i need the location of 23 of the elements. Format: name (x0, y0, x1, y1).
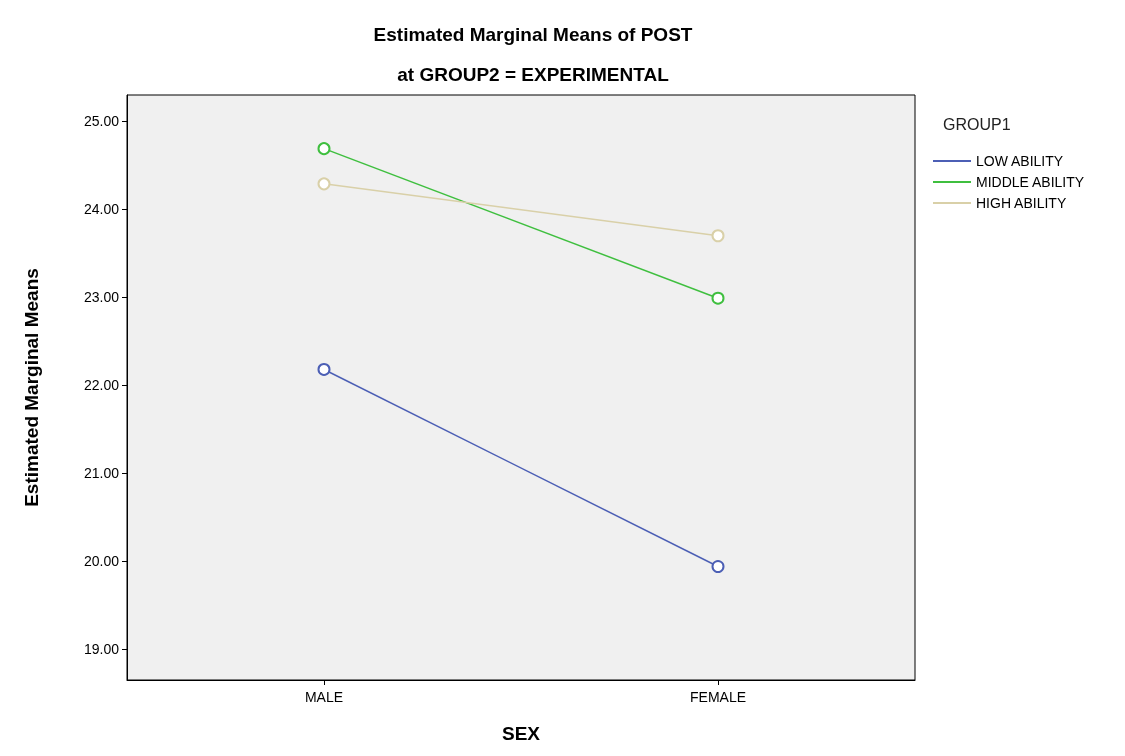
legend-title: GROUP1 (943, 115, 1011, 133)
point (711, 291, 725, 305)
point (711, 229, 725, 243)
point (317, 142, 331, 156)
chart-title: Estimated Marginal Means of POST (373, 24, 693, 45)
legend-label: HIGH ABILITY (976, 195, 1067, 211)
x-tick-label: MALE (304, 689, 344, 705)
y-tick-label: 23.00 (83, 289, 120, 306)
x-tick-label: FEMALE (689, 689, 747, 705)
y-tick-label: 20.00 (83, 553, 120, 570)
point (317, 177, 331, 191)
y-tick-label: 19.00 (83, 641, 120, 658)
y-tick-label: 22.00 (83, 377, 120, 394)
legend-label: LOW ABILITY (976, 153, 1064, 169)
x-axis-title: SEX (501, 723, 541, 744)
y-tick-label: 24.00 (83, 201, 120, 218)
y-tick-label: 25.00 (83, 113, 120, 130)
chart-subtitle: at GROUP2 = EXPERIMENTAL (397, 64, 670, 85)
point (711, 560, 725, 574)
y-tick-label: 21.00 (83, 465, 120, 482)
y-axis-title: Estimated Marginal Means (21, 268, 42, 507)
legend-label: MIDDLE ABILITY (976, 174, 1085, 190)
point (317, 362, 331, 376)
